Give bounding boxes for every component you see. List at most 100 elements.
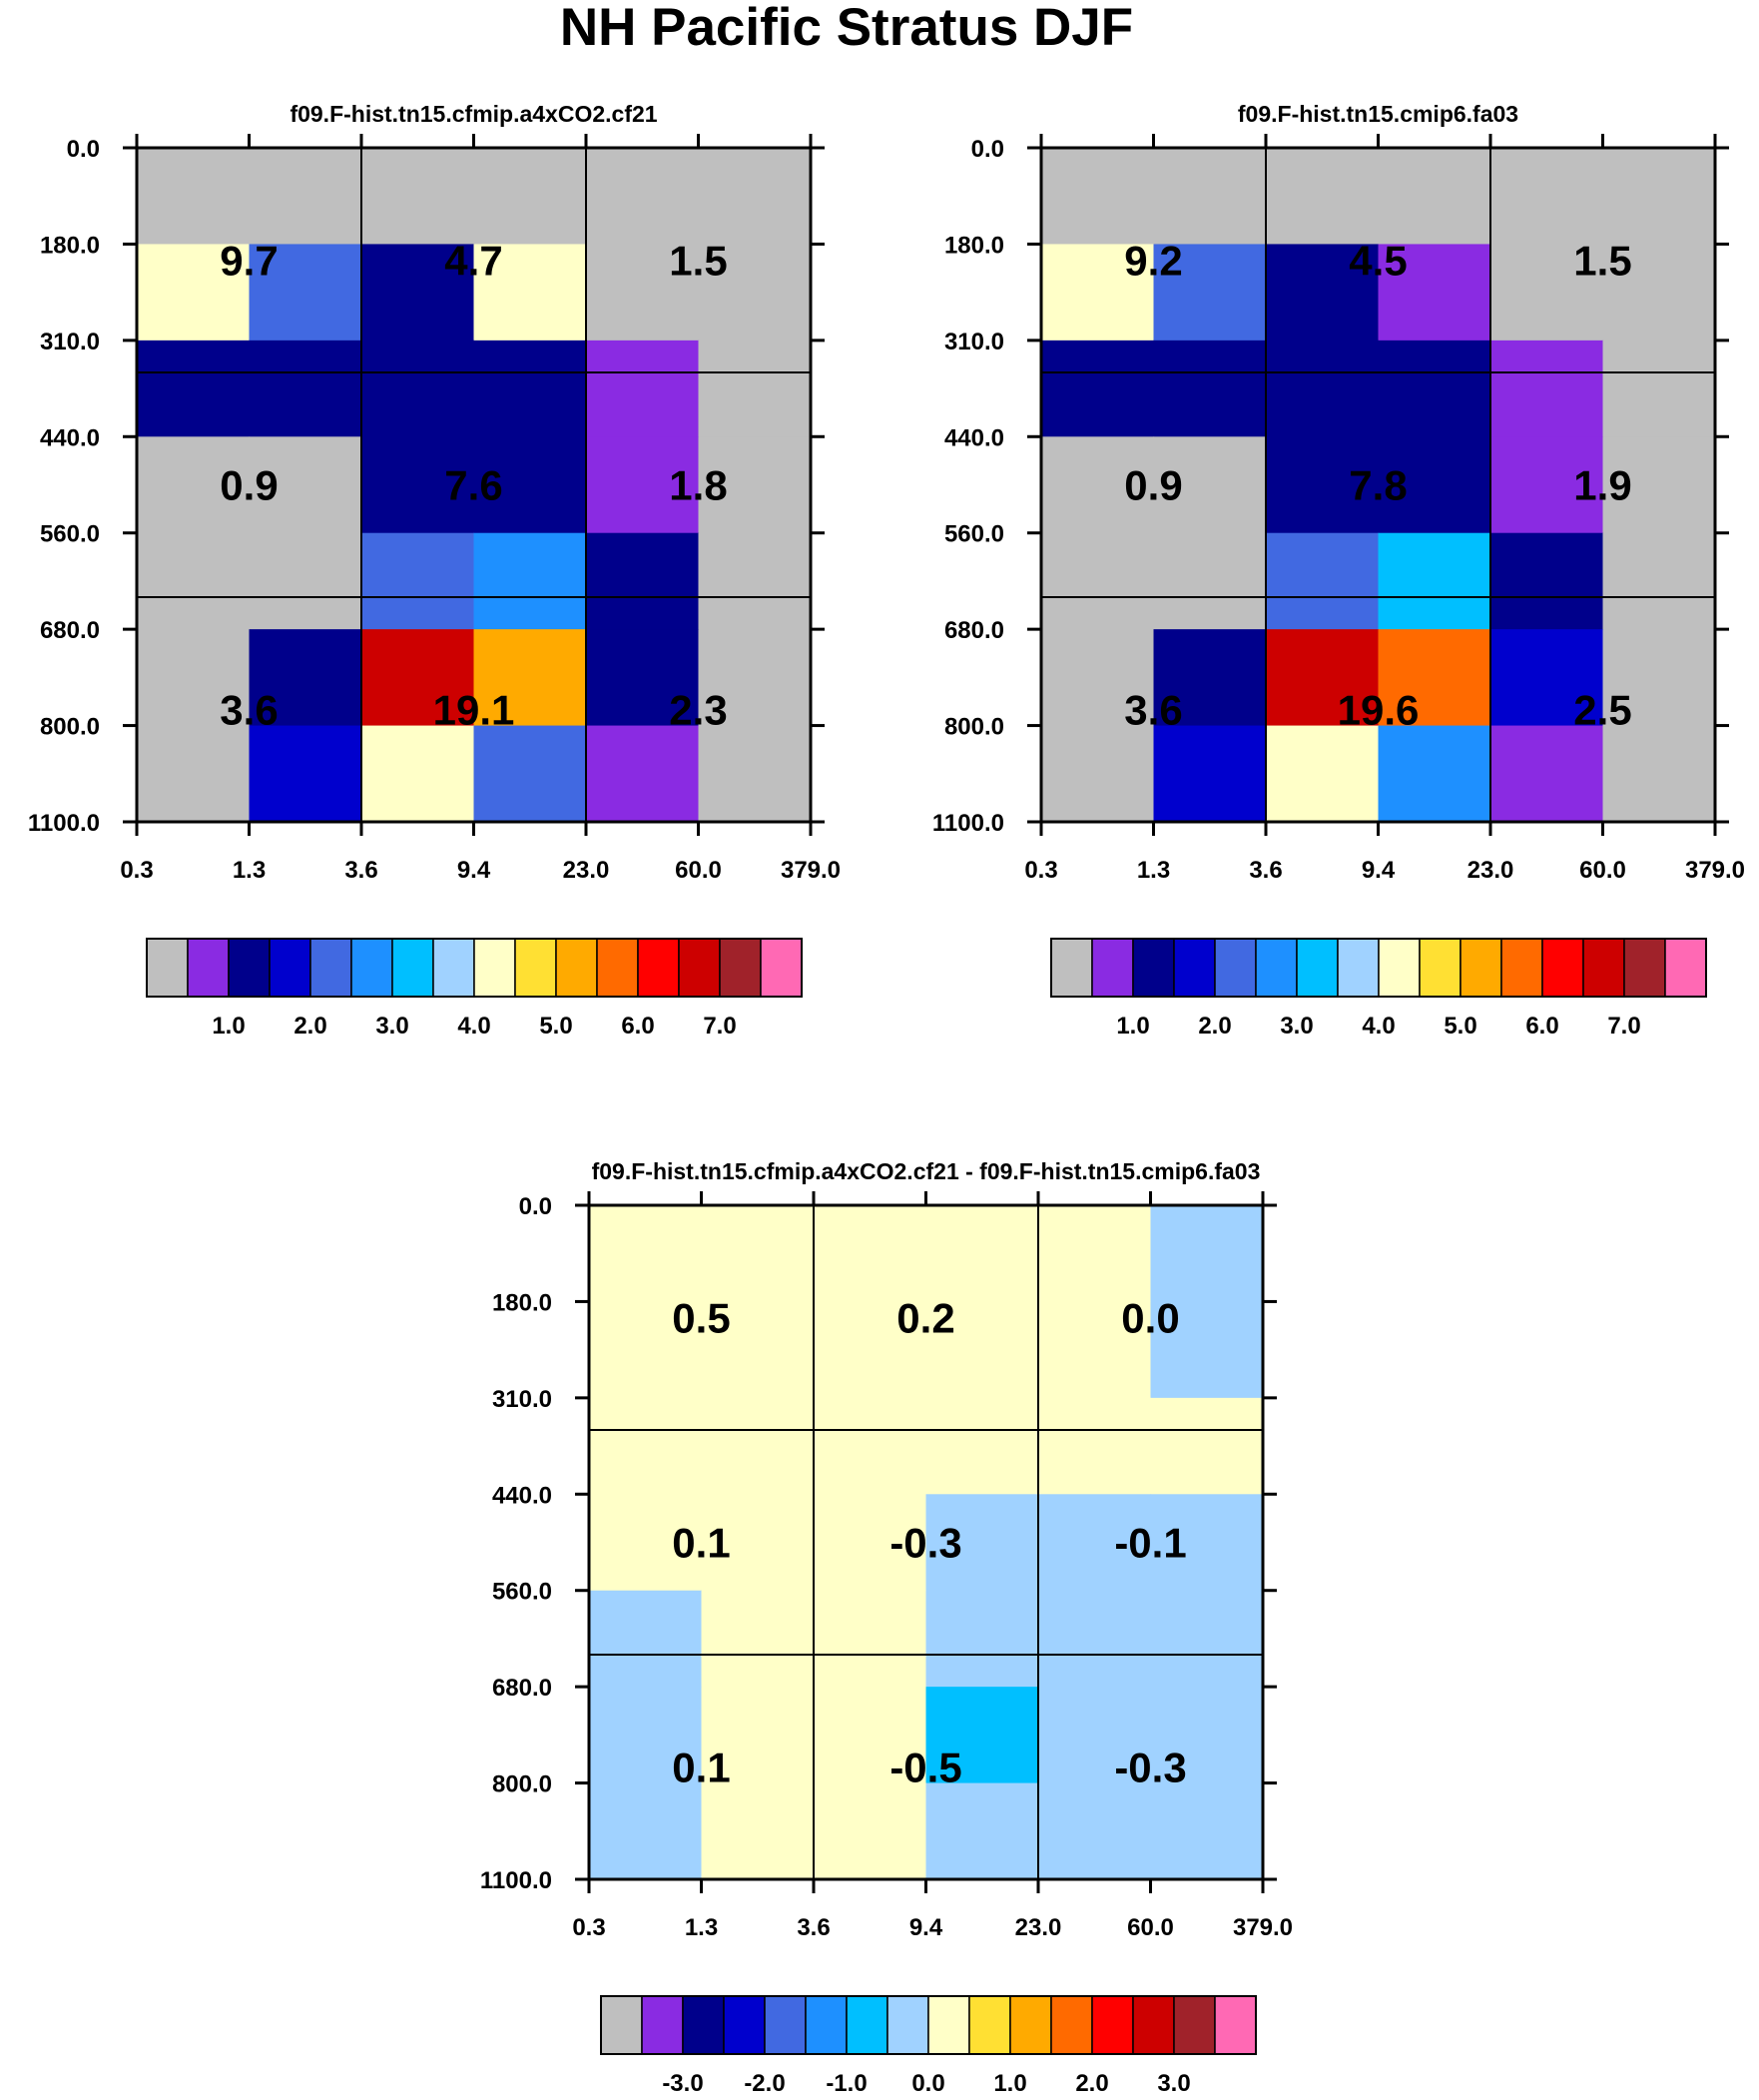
heatmap-cell (361, 436, 475, 534)
heatmap-cell (1153, 725, 1267, 823)
heatmap-cell (698, 244, 812, 342)
heatmap-cell (698, 340, 812, 437)
heatmap-cell (1602, 725, 1716, 823)
heatmap-cell (137, 725, 251, 823)
colorbar-label: 1.0 (1116, 1013, 1149, 1040)
heatmap-cell (589, 1494, 703, 1592)
heatmap-cell (1038, 1590, 1152, 1688)
heatmap-cell (586, 340, 700, 437)
colorbar-swatch (1296, 938, 1339, 998)
box-value-label: 0.9 (1124, 462, 1182, 509)
colorbar-swatch (805, 1995, 848, 2055)
x-tick-label: 1.3 (685, 1914, 718, 1941)
heatmap-cell (589, 1687, 703, 1784)
colorbar-label: 6.0 (621, 1013, 654, 1040)
colorbar: 1.0 2.0 3.0 4.0 5.0 6.0 7.0 (146, 938, 803, 1040)
heatmap-cell (698, 629, 812, 727)
heatmap-cell (1490, 532, 1604, 630)
heatmap-cell (1041, 532, 1155, 630)
heatmap-cell (814, 1397, 927, 1495)
colorbar-label: 7.0 (703, 1013, 736, 1040)
heatmap-cells (589, 1205, 1264, 1880)
heatmap-cell (1153, 148, 1267, 246)
colorbar-swatch (1337, 938, 1380, 998)
box-value-label: 0.2 (896, 1295, 954, 1342)
heatmap-cell (1038, 1205, 1152, 1303)
heatmap-cell (814, 1205, 927, 1303)
colorbar-swatch (637, 938, 680, 998)
box-value-label: 2.5 (1573, 687, 1631, 734)
colorbar-swatch (1419, 938, 1462, 998)
y-tick-label: 440.0 (492, 1482, 552, 1509)
colorbar-label: 3.0 (1280, 1013, 1313, 1040)
heatmap-cell (925, 1687, 1039, 1784)
heatmap-cell (814, 1301, 927, 1399)
heatmap-cell (701, 1494, 815, 1592)
heatmap-cell (586, 532, 700, 630)
colorbar-swatch (350, 938, 393, 998)
heatmap-cell (1602, 244, 1716, 342)
heatmap-cell (1490, 436, 1604, 534)
colorbar-label: 0.0 (911, 2070, 944, 2097)
heatmap-cell (473, 340, 587, 437)
colorbar-swatch (1009, 1995, 1052, 2055)
colorbar-swatch (555, 938, 598, 998)
colorbar-swatch (1173, 938, 1216, 998)
heatmap-cell (361, 340, 475, 437)
heatmap-cell (586, 436, 700, 534)
box-value-label: 7.6 (444, 462, 502, 509)
colorbar-swatch (1664, 938, 1707, 998)
box-value-label: -0.3 (889, 1520, 961, 1567)
heatmap-cell (137, 629, 251, 727)
heatmap-cell (698, 148, 812, 246)
heatmap-cell (925, 1590, 1039, 1688)
box-value-label: 1.9 (1573, 462, 1631, 509)
box-value-label: 1.5 (669, 238, 727, 285)
heatmap-cell (249, 148, 362, 246)
colorbar-frame (600, 1995, 1257, 2055)
y-tick-label: 560.0 (40, 521, 100, 548)
colorbar-swatch (764, 1995, 807, 2055)
heatmap-cell (1153, 340, 1267, 437)
colorbar-swatch (514, 938, 557, 998)
heatmap-cell (1602, 436, 1716, 534)
box-value-label: -0.3 (1114, 1745, 1186, 1791)
colorbar-label: -1.0 (826, 2070, 867, 2097)
heatmap-cell (1378, 532, 1491, 630)
x-tick-label: 0.3 (572, 1914, 605, 1941)
colorbar-swatch (596, 938, 639, 998)
box-value-label: 19.1 (433, 687, 515, 734)
colorbar: 1.0 2.0 3.0 4.0 5.0 6.0 7.0 (1050, 938, 1707, 1040)
x-tick-label: 3.6 (1249, 857, 1282, 884)
heatmap-cell (1153, 532, 1267, 630)
colorbar-label: 5.0 (539, 1013, 572, 1040)
colorbar-swatch (1132, 1995, 1175, 2055)
y-tick-label: 0.0 (971, 136, 1004, 163)
y-tick-label: 0.0 (67, 136, 100, 163)
colorbar-swatch (719, 938, 762, 998)
box-value-label: 3.6 (1124, 687, 1182, 734)
heatmap-cell (701, 1687, 815, 1784)
x-tick-label: 0.3 (120, 857, 153, 884)
heatmap-cell (1038, 1494, 1152, 1592)
x-tick-label: 0.3 (1024, 857, 1057, 884)
heatmap-panel-1: f09.F-hist.tn15.cfmip.a4xCO2.cf21 0.3 1.3 3… (28, 101, 841, 1040)
heatmap-cell (925, 1782, 1039, 1880)
heatmap-cell (137, 340, 251, 437)
heatmap-cell (1266, 532, 1380, 630)
heatmap-cell (1490, 244, 1604, 342)
heatmap-cell (1041, 436, 1155, 534)
colorbar-swatch (269, 938, 311, 998)
colorbar-swatch (1214, 938, 1257, 998)
colorbar-swatch (1050, 938, 1093, 998)
colorbar-swatch (1050, 1995, 1093, 2055)
box-value-label: 7.8 (1349, 462, 1407, 509)
heatmap-cell (1153, 244, 1267, 342)
heatmap-cell (1378, 340, 1491, 437)
heatmap-cell (701, 1397, 815, 1495)
x-tick-label: 379.0 (1233, 1914, 1293, 1941)
heatmap-cell (1602, 629, 1716, 727)
colorbar-label: 1.0 (212, 1013, 245, 1040)
heatmap-cell (589, 1397, 703, 1495)
x-tick-label: 1.3 (233, 857, 266, 884)
